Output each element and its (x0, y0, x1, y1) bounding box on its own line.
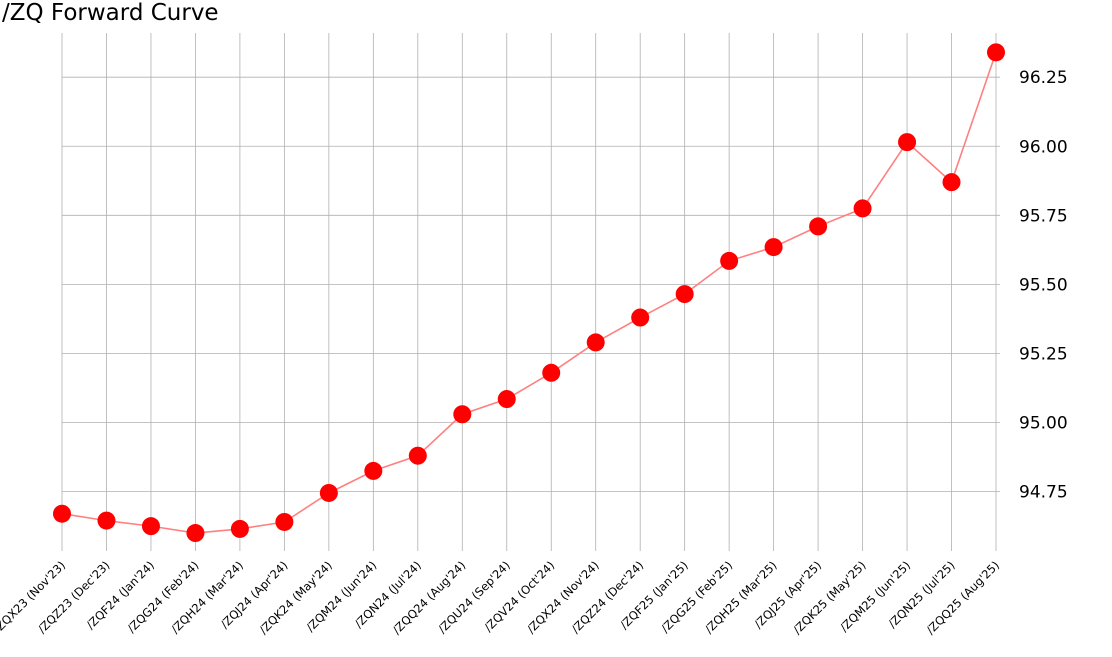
data-point (809, 217, 828, 236)
y-tick-label: 95.25 (1019, 344, 1068, 364)
data-point (631, 308, 650, 327)
y-tick-label: 95.50 (1019, 275, 1068, 295)
data-point (542, 363, 561, 382)
data-point (186, 524, 205, 543)
data-point (898, 133, 917, 152)
data-point (853, 199, 872, 218)
data-point (942, 173, 961, 192)
x-tick-labels: /ZQX23 (Nov'23)/ZQZ23 (Dec'23)/ZQF24 (Ja… (0, 558, 1002, 637)
y-tick-label: 95.75 (1019, 206, 1068, 226)
data-point (53, 504, 71, 523)
data-point (364, 461, 383, 480)
data-point (275, 512, 294, 531)
y-tick-label: 94.75 (1019, 483, 1068, 503)
series-markers (53, 43, 1005, 543)
data-point (230, 519, 249, 538)
y-tick-labels: 94.75 95.00 95.25 95.50 95.75 96.00 96.25 (1019, 68, 1068, 502)
data-point (97, 511, 116, 530)
x-tick-label: /ZQX23 (Nov'23) (0, 558, 68, 636)
y-tick-label: 95.00 (1019, 414, 1068, 434)
data-point (497, 390, 516, 409)
chart-title: /ZQ Forward Curve (2, 0, 219, 26)
data-point (319, 483, 338, 502)
data-point (675, 285, 694, 304)
data-point (586, 333, 605, 352)
y-tick-label: 96.25 (1019, 68, 1068, 88)
y-tick-label: 96.00 (1019, 137, 1068, 157)
data-point (408, 446, 427, 465)
series-polyline (61, 52, 997, 534)
data-point (453, 405, 472, 424)
data-point (720, 251, 739, 270)
data-point (987, 43, 1005, 62)
data-point (764, 238, 783, 257)
y-gridlines (62, 76, 1000, 493)
x-gridlines (61, 33, 997, 551)
data-point (141, 517, 160, 536)
series-line (61, 52, 997, 534)
